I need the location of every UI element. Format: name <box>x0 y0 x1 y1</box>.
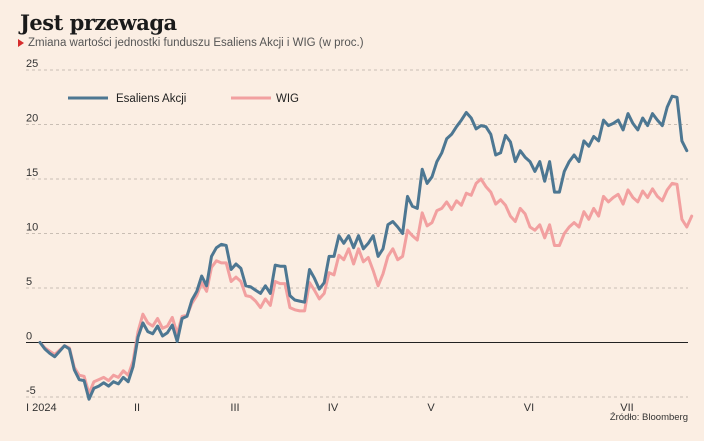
y-tick-label: 10 <box>26 222 38 234</box>
chart-subtitle: Zmiana wartości jednostki funduszu Esali… <box>28 37 364 49</box>
x-tick-label: IV <box>328 402 339 414</box>
y-tick-label: 15 <box>26 167 38 179</box>
series-line-esaliens <box>38 94 689 401</box>
series-line-wig <box>38 177 694 396</box>
chart-title: Jest przewaga <box>20 10 177 35</box>
x-tick-label: V <box>427 402 435 414</box>
series-layer <box>38 94 694 401</box>
legend-label-wig: WIG <box>276 93 299 105</box>
y-tick-label: 20 <box>26 113 38 125</box>
legend-label-esaliens: Esaliens Akcji <box>116 93 186 105</box>
y-tick-label: 25 <box>26 58 38 70</box>
x-axis-ticks: I 2024 II III IV V VI VII <box>26 402 634 414</box>
y-axis-ticks: -5 0 5 10 15 20 25 <box>26 58 38 397</box>
x-tick-label: VII <box>620 402 633 414</box>
x-tick-label: VI <box>524 402 534 414</box>
source-label: Źródło: Bloomberg <box>609 412 688 423</box>
y-tick-label: 5 <box>26 276 32 288</box>
grid-layer <box>26 69 688 398</box>
y-tick-label: -5 <box>26 385 36 397</box>
chart-subtitle-row: Zmiana wartości jednostki funduszu Esali… <box>18 37 364 49</box>
y-tick-label: 0 <box>26 331 32 343</box>
legend: Esaliens Akcji WIG <box>68 93 299 105</box>
x-tick-label: II <box>134 402 140 414</box>
x-tick-label: III <box>230 402 239 414</box>
subtitle-marker-icon <box>18 39 24 47</box>
x-tick-label: I 2024 <box>26 402 57 414</box>
